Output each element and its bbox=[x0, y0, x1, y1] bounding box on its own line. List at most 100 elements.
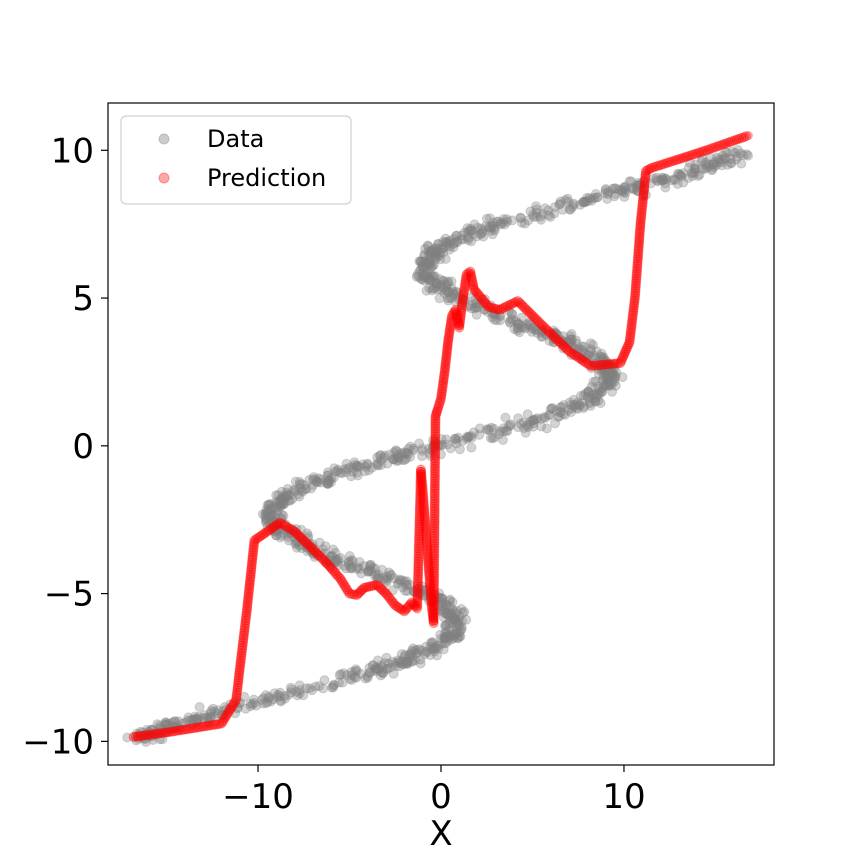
data-point bbox=[498, 435, 508, 445]
data-point bbox=[359, 561, 369, 571]
data-point bbox=[448, 613, 459, 624]
data-point bbox=[480, 221, 491, 232]
data-point bbox=[609, 191, 620, 202]
data-point bbox=[454, 631, 465, 641]
data-point bbox=[598, 382, 609, 393]
data-point bbox=[271, 519, 282, 530]
data-point bbox=[436, 594, 447, 605]
data-point bbox=[435, 449, 446, 460]
data-point bbox=[518, 417, 529, 428]
data-point bbox=[452, 620, 463, 631]
data-point bbox=[592, 388, 603, 399]
data-point bbox=[442, 635, 453, 646]
data-point bbox=[282, 483, 293, 494]
data-point bbox=[548, 328, 559, 339]
data-point bbox=[424, 443, 435, 454]
data-point bbox=[444, 601, 455, 611]
data-point bbox=[540, 203, 551, 214]
data-point bbox=[451, 435, 462, 445]
data-point bbox=[498, 423, 509, 434]
data-point bbox=[719, 152, 730, 163]
data-point bbox=[447, 617, 458, 628]
data-point bbox=[481, 424, 492, 435]
data-point bbox=[430, 249, 441, 260]
data-point bbox=[381, 577, 392, 588]
data-point bbox=[427, 275, 438, 286]
data-point bbox=[307, 545, 317, 556]
data-point bbox=[341, 467, 352, 478]
data-point bbox=[152, 719, 163, 730]
data-point bbox=[143, 726, 154, 737]
data-point bbox=[417, 588, 427, 599]
data-point bbox=[585, 400, 596, 411]
data-point bbox=[393, 455, 404, 466]
data-point bbox=[607, 183, 618, 194]
data-point bbox=[298, 690, 309, 701]
data-point bbox=[310, 474, 320, 485]
data-point bbox=[141, 725, 152, 735]
data-point bbox=[440, 280, 451, 291]
data-point bbox=[536, 413, 547, 424]
data-point bbox=[265, 515, 275, 526]
data-point bbox=[558, 331, 568, 342]
data-point bbox=[293, 536, 304, 547]
data-point bbox=[699, 164, 710, 174]
data-point bbox=[736, 158, 747, 169]
data-point bbox=[402, 659, 413, 669]
data-point bbox=[520, 427, 531, 438]
data-point bbox=[672, 168, 683, 179]
data-point bbox=[568, 200, 579, 211]
data-point bbox=[452, 237, 463, 248]
data-point bbox=[711, 160, 722, 171]
data-point bbox=[405, 451, 416, 462]
data-point bbox=[582, 192, 593, 203]
data-point bbox=[373, 569, 384, 580]
data-point bbox=[634, 180, 645, 191]
data-point bbox=[448, 633, 459, 644]
data-point bbox=[716, 160, 727, 171]
data-point bbox=[300, 539, 311, 549]
data-point bbox=[379, 452, 389, 463]
data-point bbox=[520, 323, 531, 334]
data-point bbox=[519, 218, 530, 229]
data-point bbox=[591, 346, 602, 357]
data-point bbox=[276, 499, 287, 510]
data-point bbox=[700, 159, 711, 170]
data-point bbox=[370, 663, 381, 674]
data-point bbox=[690, 164, 701, 174]
data-point bbox=[553, 411, 564, 422]
data-point bbox=[487, 229, 498, 240]
data-point bbox=[325, 551, 336, 562]
data-point bbox=[297, 535, 307, 546]
data-point bbox=[440, 237, 451, 248]
data-point bbox=[335, 467, 346, 478]
data-point bbox=[322, 479, 333, 489]
data-point bbox=[439, 632, 450, 643]
data-point bbox=[454, 611, 465, 622]
data-point bbox=[287, 524, 298, 535]
data-point bbox=[586, 381, 597, 392]
data-point bbox=[368, 660, 379, 671]
data-point bbox=[451, 230, 462, 241]
data-point bbox=[291, 524, 302, 534]
data-point bbox=[562, 193, 573, 204]
data-point bbox=[449, 632, 460, 642]
data-point bbox=[440, 620, 451, 630]
data-point bbox=[306, 541, 317, 552]
data-point bbox=[323, 467, 333, 478]
data-point bbox=[441, 608, 452, 619]
data-point bbox=[582, 391, 593, 402]
data-point bbox=[564, 204, 575, 215]
data-point bbox=[332, 560, 343, 571]
data-point bbox=[523, 422, 533, 433]
data-point bbox=[660, 178, 671, 189]
data-point bbox=[389, 447, 400, 458]
data-point bbox=[558, 336, 569, 347]
data-point bbox=[261, 698, 272, 709]
data-point bbox=[273, 689, 284, 700]
data-point bbox=[280, 693, 290, 704]
data-point bbox=[373, 573, 384, 584]
data-point bbox=[402, 657, 413, 668]
data-point bbox=[321, 558, 332, 568]
data-point bbox=[422, 584, 432, 595]
